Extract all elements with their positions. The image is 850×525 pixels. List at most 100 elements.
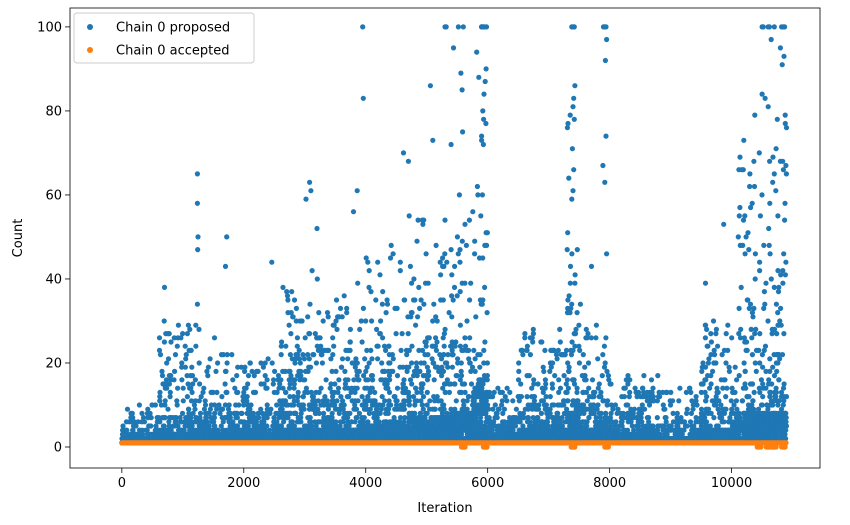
proposed-point <box>186 410 192 416</box>
proposed-point <box>355 280 361 286</box>
proposed-point <box>382 431 389 437</box>
proposed-point <box>341 293 347 299</box>
proposed-point <box>212 410 218 416</box>
proposed-point <box>300 352 306 358</box>
proposed-point <box>316 389 322 395</box>
proposed-point <box>146 431 152 437</box>
proposed-point <box>411 373 417 379</box>
proposed-point <box>320 318 326 324</box>
proposed-point <box>174 343 180 349</box>
proposed-point <box>196 326 202 332</box>
proposed-point <box>179 360 185 366</box>
proposed-point <box>151 436 157 442</box>
proposed-point <box>345 415 351 421</box>
proposed-point <box>353 356 359 362</box>
proposed-point <box>249 410 255 416</box>
proposed-point <box>124 436 130 442</box>
proposed-point <box>182 423 188 429</box>
proposed-point <box>441 343 447 349</box>
proposed-point <box>419 347 426 353</box>
proposed-point <box>192 398 199 404</box>
proposed-point <box>220 431 226 437</box>
proposed-point <box>222 402 228 408</box>
proposed-point <box>359 339 365 345</box>
proposed-point <box>272 423 278 429</box>
proposed-point <box>168 377 174 383</box>
proposed-point <box>283 343 289 349</box>
proposed-point <box>328 419 334 425</box>
proposed-point <box>240 394 246 400</box>
proposed-point <box>193 322 199 328</box>
proposed-point <box>175 322 181 328</box>
proposed-points <box>119 24 790 446</box>
proposed-point <box>413 322 419 328</box>
proposed-point <box>135 419 141 425</box>
proposed-point <box>377 331 383 337</box>
proposed-point <box>393 331 399 337</box>
proposed-point <box>300 377 306 383</box>
proposed-point <box>410 415 416 421</box>
proposed-point <box>187 427 193 433</box>
proposed-point <box>124 406 131 412</box>
proposed-point <box>179 377 185 383</box>
proposed-point <box>391 394 397 400</box>
proposed-point <box>334 398 340 404</box>
proposed-point <box>280 284 286 290</box>
proposed-point <box>369 431 375 437</box>
proposed-point <box>433 314 439 320</box>
proposed-point <box>314 335 320 341</box>
proposed-point <box>188 385 194 391</box>
proposed-point <box>357 431 363 437</box>
proposed-point <box>202 398 208 404</box>
proposed-point <box>147 423 153 429</box>
proposed-point <box>271 415 277 421</box>
proposed-point <box>292 410 298 416</box>
proposed-point <box>159 368 165 374</box>
proposed-point <box>292 377 298 383</box>
proposed-point <box>331 389 338 395</box>
proposed-point <box>363 368 369 374</box>
proposed-point <box>297 360 303 366</box>
proposed-point <box>298 415 304 421</box>
proposed-point <box>305 314 311 320</box>
proposed-point <box>363 406 369 412</box>
proposed-point <box>434 339 440 345</box>
proposed-point <box>401 398 407 404</box>
proposed-point <box>184 436 190 442</box>
proposed-point <box>394 373 401 379</box>
proposed-point <box>244 427 250 433</box>
proposed-point <box>155 427 162 433</box>
proposed-point <box>278 402 284 408</box>
proposed-point <box>426 423 432 429</box>
proposed-point <box>190 410 196 416</box>
proposed-point <box>337 305 344 311</box>
proposed-point <box>383 347 389 353</box>
proposed-point <box>193 419 199 425</box>
proposed-point <box>250 389 257 395</box>
proposed-point <box>344 310 350 316</box>
proposed-point <box>437 431 443 437</box>
proposed-point <box>376 402 383 408</box>
proposed-point <box>167 394 173 400</box>
proposed-point <box>390 251 396 257</box>
proposed-point <box>190 381 196 387</box>
proposed-point <box>408 431 414 437</box>
proposed-point <box>149 402 155 408</box>
proposed-point <box>420 381 426 387</box>
proposed-point <box>252 415 258 421</box>
proposed-point <box>430 318 436 324</box>
proposed-point <box>179 364 185 370</box>
proposed-point <box>364 423 370 429</box>
proposed-point <box>423 373 429 379</box>
proposed-point <box>188 398 195 404</box>
proposed-point <box>379 394 385 400</box>
proposed-point <box>441 402 447 408</box>
proposed-point <box>278 377 284 383</box>
proposed-point <box>180 398 186 404</box>
proposed-point <box>342 381 348 387</box>
proposed-point <box>258 406 264 412</box>
proposed-point <box>278 343 284 349</box>
proposed-point <box>207 356 213 362</box>
proposed-point <box>330 322 336 328</box>
proposed-point <box>383 410 389 416</box>
